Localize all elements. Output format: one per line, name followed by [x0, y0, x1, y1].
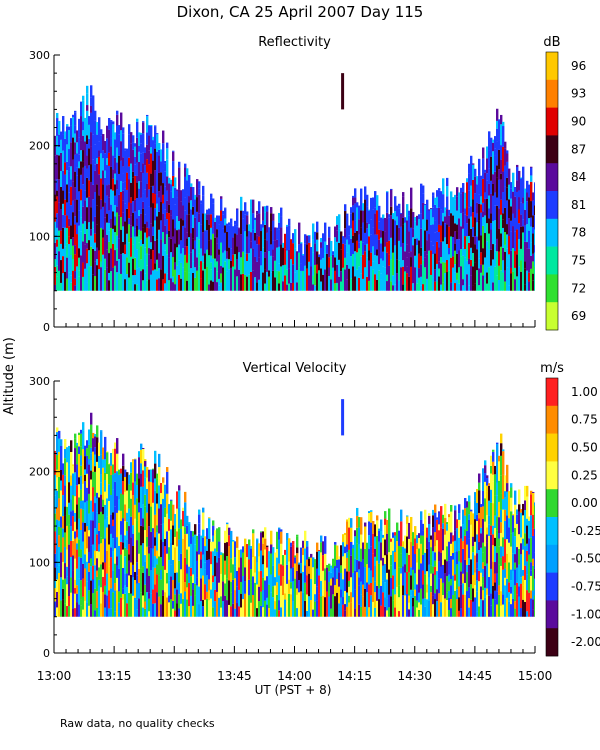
x-tick-label: 15:00: [518, 669, 553, 683]
x-tick-label: 14:45: [458, 669, 493, 683]
colorbar-frame: [545, 51, 559, 331]
colorbar-unit: m/s: [540, 361, 564, 376]
footnote: Raw data, no quality checks: [60, 717, 215, 730]
colorbar-label: -0.75: [571, 580, 600, 594]
colorbar-label: 81: [571, 198, 586, 212]
colorbar-frame: [545, 377, 559, 657]
colorbar-label: 69: [571, 309, 586, 323]
colorbar-swatch: [546, 517, 558, 546]
colorbar-label: -1.00: [571, 607, 600, 621]
colorbar-label: 0.00: [571, 496, 598, 510]
colorbar-label: 96: [571, 59, 586, 73]
colorbar-swatch: [546, 191, 558, 220]
heatmap-field: [54, 85, 535, 291]
marker-bar: [341, 73, 345, 110]
colorbar-swatch: [546, 433, 558, 462]
y-tick-label: 100: [29, 230, 50, 243]
x-tick-label: 14:30: [397, 669, 432, 683]
colorbar-swatch: [546, 107, 558, 136]
colorbar-swatch: [546, 52, 558, 81]
colorbar-swatch: [546, 489, 558, 518]
chart-title: Reflectivity: [258, 35, 331, 50]
chart-title: Vertical Velocity: [243, 361, 347, 376]
x-tick-label: 13:30: [157, 669, 192, 683]
colorbar-label: -0.25: [571, 524, 600, 538]
y-tick-label: 200: [29, 140, 50, 153]
page-title: Dixon, CA 25 April 2007 Day 115: [177, 3, 424, 21]
x-tick-label: 14:15: [337, 669, 372, 683]
colorbar-swatch: [546, 274, 558, 303]
colorbar-swatch: [546, 246, 558, 275]
colorbar-label: 90: [571, 115, 586, 129]
colorbar-label: 0.75: [571, 413, 598, 427]
colorbar-swatch: [546, 302, 558, 331]
colorbar-swatch: [546, 544, 558, 573]
colorbar-swatch: [546, 628, 558, 657]
colorbar-unit: dB: [543, 35, 560, 50]
y-axis-label: Altitude (m): [2, 337, 17, 415]
colorbar-swatch: [546, 135, 558, 164]
colorbar-swatch: [546, 79, 558, 108]
y-tick-label: 200: [29, 466, 50, 479]
x-axis-label: UT (PST + 8): [255, 683, 332, 697]
colorbar-label: 84: [571, 170, 586, 184]
colorbar-label: -0.50: [571, 552, 600, 566]
chart-panel-1: Reflectivity 0 100 200 300 96 93 90 87 84 81 78 75 72…: [29, 35, 586, 334]
heatmap-field: [54, 412, 535, 617]
x-tick-label: 13:45: [217, 669, 252, 683]
colorbar-swatch: [546, 461, 558, 490]
chart-panel-2: Vertical Velocity 0 100 200 300 13:00 13:15 13:…: [29, 361, 600, 683]
colorbar-label: 78: [571, 226, 586, 240]
y-tick-label: 100: [29, 556, 50, 569]
colorbar-swatch: [546, 600, 558, 629]
colorbar-swatch: [546, 572, 558, 601]
colorbar-label: -2.00: [571, 635, 600, 649]
y-tick-label: 0: [43, 321, 50, 334]
marker-bar: [341, 399, 345, 436]
colorbar: 1.00 0.75 0.50 0.25 0.00 -0.25 -0.50 -0.75 -1.00…: [540, 361, 600, 657]
y-tick-label: 300: [29, 375, 50, 388]
colorbar-label: 0.50: [571, 441, 598, 455]
y-tick-label: 0: [43, 647, 50, 660]
colorbar-swatch: [546, 163, 558, 192]
x-tick-label: 13:00: [37, 669, 72, 683]
colorbar-label: 87: [571, 142, 586, 156]
colorbar-label: 72: [571, 281, 586, 295]
x-tick-label: 13:15: [97, 669, 132, 683]
colorbar-swatch: [546, 218, 558, 247]
x-tick-label: 14:00: [277, 669, 312, 683]
colorbar-label: 75: [571, 254, 586, 268]
colorbar-swatch: [546, 378, 558, 407]
colorbar-label: 0.25: [571, 468, 598, 482]
colorbar-label: 93: [571, 87, 586, 101]
colorbar-label: 1.00: [571, 385, 598, 399]
colorbar: 96 93 90 87 84 81 78 75 72 69 dB: [543, 35, 586, 331]
y-tick-label: 300: [29, 49, 50, 62]
colorbar-swatch: [546, 405, 558, 434]
